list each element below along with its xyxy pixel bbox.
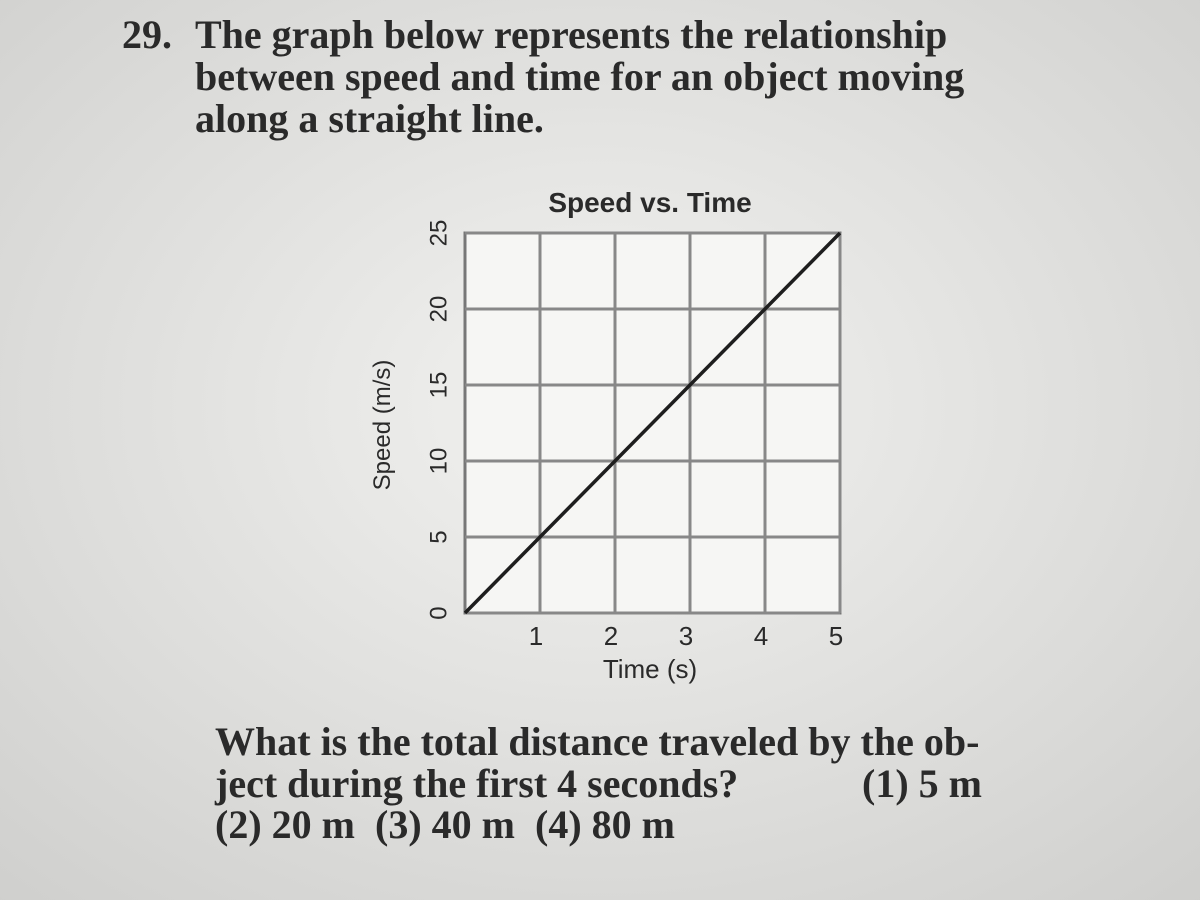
y-tick-label: 5 (425, 530, 452, 543)
choice: (2) 20 m (215, 802, 355, 847)
prompt-line: What is the total distance traveled by t… (215, 719, 979, 764)
x-tick-label: 4 (754, 621, 768, 651)
question-line: The graph below represents the relations… (195, 12, 947, 57)
x-tick-label: 1 (529, 621, 543, 651)
y-tick-label: 25 (425, 220, 452, 247)
choice: (1) 5 m (862, 761, 982, 806)
x-tick-label: 3 (679, 621, 693, 651)
plot: 0 5 10 15 20 25 1 2 3 4 5 (425, 220, 843, 651)
y-tick-label: 10 (425, 448, 452, 475)
question-number: 29. (122, 12, 172, 57)
y-tick-label: 20 (425, 296, 452, 323)
data-line (463, 231, 842, 615)
question-line: along a straight line. (195, 96, 544, 141)
y-axis-label: Speed (m/s) (369, 360, 396, 491)
y-tick-label: 15 (425, 372, 452, 399)
x-axis-label: Time (s) (603, 654, 697, 684)
y-tick-label: 0 (425, 606, 452, 619)
x-tick-label: 5 (829, 621, 843, 651)
choice: (4) 80 m (535, 802, 675, 847)
question-line: between speed and time for an object mov… (195, 54, 964, 99)
choice: (3) 40 m (375, 802, 515, 847)
prompt-line: ject during the first 4 seconds? (214, 761, 738, 806)
chart-title: Speed vs. Time (548, 187, 751, 218)
x-tick-label: 2 (604, 621, 618, 651)
